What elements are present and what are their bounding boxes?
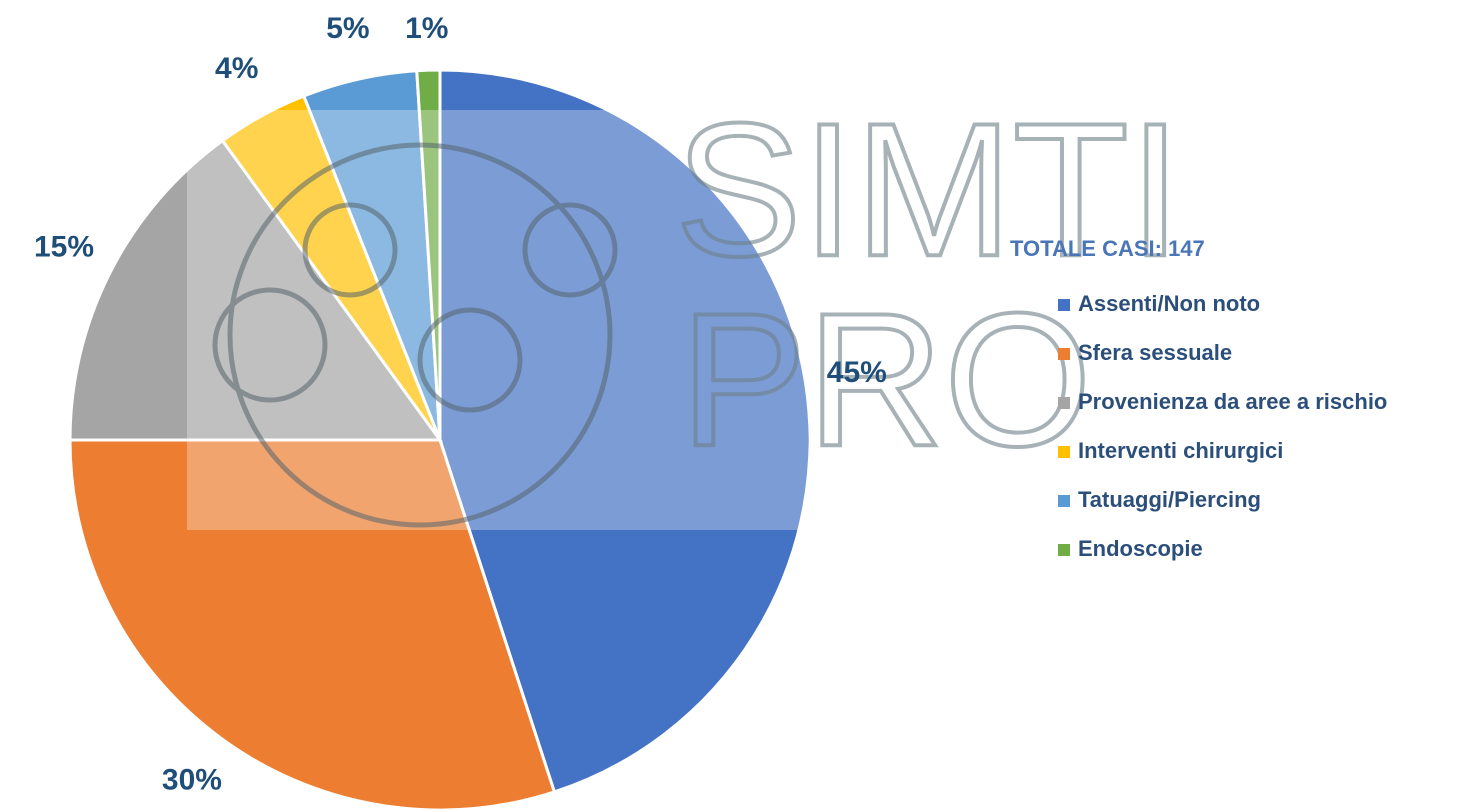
data-label: 15% — [34, 230, 94, 263]
pie-slice — [68, 438, 557, 810]
legend-swatch — [1058, 299, 1070, 311]
watermark-text: PRO — [680, 274, 1092, 486]
pie-slice — [415, 68, 442, 441]
data-label: 30% — [162, 763, 222, 796]
legend-title: TOTALE CASI: 147 — [1010, 236, 1205, 261]
legend-label: Tatuaggi/Piercing — [1078, 487, 1261, 512]
watermark-logo — [212, 142, 618, 528]
labels: 45% 30% 15% 4% 5% 1% — [34, 12, 887, 796]
legend-label: Interventi chirurgici — [1078, 438, 1283, 463]
legend-swatch — [1058, 544, 1070, 556]
legend-swatch — [1058, 446, 1070, 458]
legend-label: Assenti/Non noto — [1078, 291, 1260, 316]
legend: Assenti/Non noto Sfera sessuale Provenienz… — [1058, 291, 1387, 561]
legend-swatch — [1058, 348, 1070, 360]
legend-label: Endoscopie — [1078, 536, 1203, 561]
legend-label: Provenienza da aree a rischio — [1078, 389, 1387, 414]
legend-label: Sfera sessuale — [1078, 340, 1232, 365]
legend-swatch — [1058, 397, 1070, 409]
legend-swatch — [1058, 495, 1070, 507]
data-label: 4% — [215, 52, 258, 85]
data-label: 5% — [326, 12, 369, 45]
data-label: 45% — [827, 356, 887, 389]
watermark-text: SIMTI — [675, 84, 1182, 296]
data-label: 1% — [405, 12, 448, 45]
pie-slice — [438, 68, 812, 794]
